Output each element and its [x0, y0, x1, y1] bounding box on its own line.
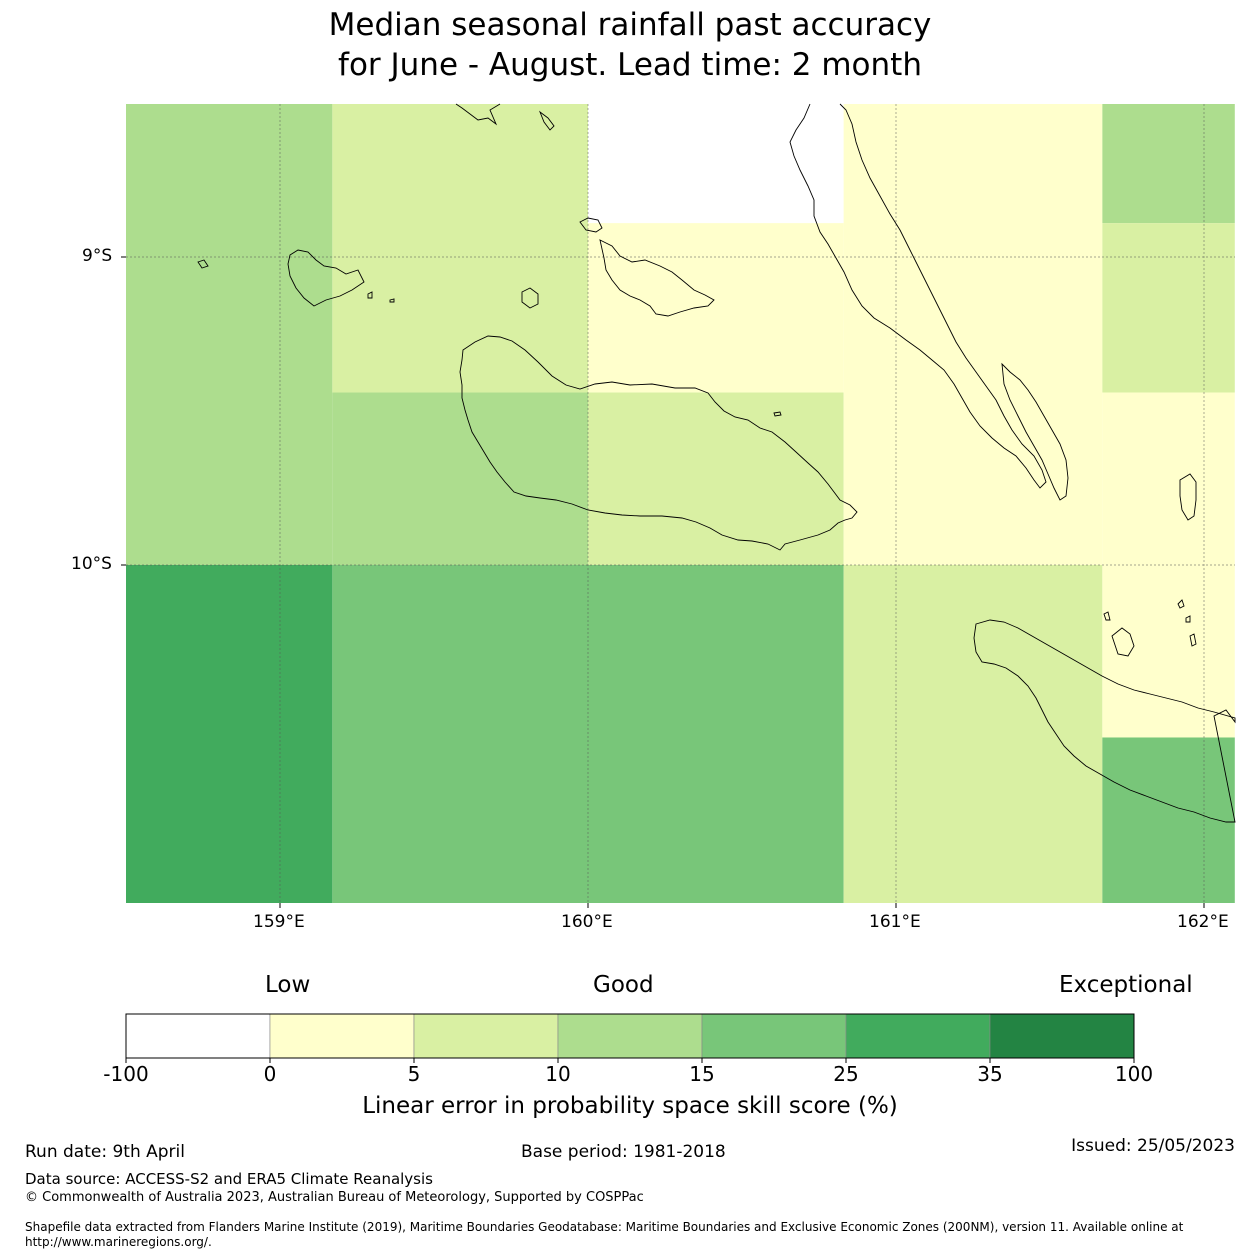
skill-grid-cell [843, 565, 1103, 903]
base-period: Base period: 1981-2018 [521, 1142, 726, 1162]
skill-grid-cell [843, 104, 1103, 565]
coastline-makira [973, 619, 1236, 823]
skill-grid-cell [588, 104, 844, 224]
skill-grid-cell [126, 565, 333, 903]
lon-label-159e: 159°E [253, 912, 305, 932]
map-title-line-1: Median seasonal rainfall past accuracy [328, 7, 932, 43]
colorbar-segment [701, 1013, 847, 1059]
coastline-islet-j [1189, 633, 1197, 647]
colorbar-category-good: Good [593, 972, 654, 998]
colorbar-segment [413, 1013, 559, 1059]
colorbar-tick-label: 25 [833, 1062, 859, 1086]
colorbar-category-exceptional: Exceptional [1059, 972, 1193, 998]
coastline-uki [1111, 627, 1135, 657]
colorbar-segment [125, 1013, 271, 1059]
coastline-islet-c [197, 259, 209, 269]
issued-date: Issued: 25/05/2023 [1071, 1136, 1235, 1156]
data-source: Data source: ACCESS-S2 and ERA5 Climate … [25, 1170, 433, 1188]
run-date: Run date: 9th April [25, 1142, 185, 1162]
coastline-small-malaita [1001, 362, 1069, 501]
coastline-savo [521, 287, 539, 309]
colorbar-tick-label: 100 [1114, 1062, 1154, 1086]
skill-grid-cell [588, 223, 844, 393]
colorbar-tick-label: 15 [689, 1062, 715, 1086]
lon-label-160e: 160°E [561, 912, 613, 932]
skill-grid-cell [1102, 392, 1235, 565]
colorbar-frame [125, 1013, 1135, 1059]
skill-grid-cell [1102, 565, 1235, 738]
map-title-line-2: for June - August. Lead time: 2 month [338, 47, 922, 83]
skill-grid-cell [126, 104, 333, 565]
coastline-guadalcanal [459, 335, 858, 551]
coastline-islet-h [1177, 599, 1185, 609]
coastline-islet-e [367, 291, 373, 299]
coastline-islet-a [579, 217, 603, 233]
axis-ticks [121, 256, 1205, 908]
colorbar-tick-label: 0 [263, 1062, 277, 1086]
coastline-islet-d [389, 298, 395, 303]
copyright-notice: © Commonwealth of Australia 2023, Austra… [25, 1190, 644, 1205]
skill-grid-cell [1102, 223, 1235, 393]
coastline-santa-isabel-tip [455, 103, 501, 126]
colorbar [125, 1013, 1135, 1063]
coastline-islet-i [1185, 615, 1191, 623]
skill-grid-cell [1102, 737, 1235, 903]
colorbar-segment [269, 1013, 415, 1059]
lat-label-9s: 9°S [82, 246, 113, 266]
coastline-islet-g [1103, 611, 1111, 621]
coastline-islet-f [538, 110, 555, 131]
colorbar-tick-label: 10 [545, 1062, 571, 1086]
colorbar-category-low: Low [265, 972, 311, 998]
coastline-russell-islands [287, 249, 365, 307]
lon-label-161e: 161°E [869, 912, 921, 932]
colorbar-segment [557, 1013, 703, 1059]
colorbar-tick-label: -100 [103, 1062, 149, 1086]
coastline-malaita [789, 103, 1047, 489]
coastline-islet-b [773, 411, 782, 417]
shapefile-credit: Shapefile data extracted from Flanders M… [25, 1220, 1184, 1249]
skill-grid-cells [126, 104, 1235, 903]
colorbar-tick-label: 35 [977, 1062, 1003, 1086]
colorbar-tick-label: 5 [407, 1062, 421, 1086]
lat-label-10s: 10°S [71, 554, 112, 574]
graticule [126, 104, 1235, 903]
skill-grid-cell [1102, 104, 1235, 224]
colorbar-segment [845, 1013, 991, 1059]
skill-grid-cell [588, 392, 844, 565]
coastline-ulawa [1179, 473, 1197, 521]
colorbar-axis-label: Linear error in probability space skill … [362, 1093, 898, 1119]
lon-label-162e: 162°E [1177, 912, 1229, 932]
coastlines [197, 103, 1236, 823]
coastline-florida-islands [599, 239, 715, 317]
colorbar-segment [989, 1013, 1135, 1059]
skill-grid-cell [332, 392, 588, 565]
skill-grid-cell [332, 104, 588, 393]
